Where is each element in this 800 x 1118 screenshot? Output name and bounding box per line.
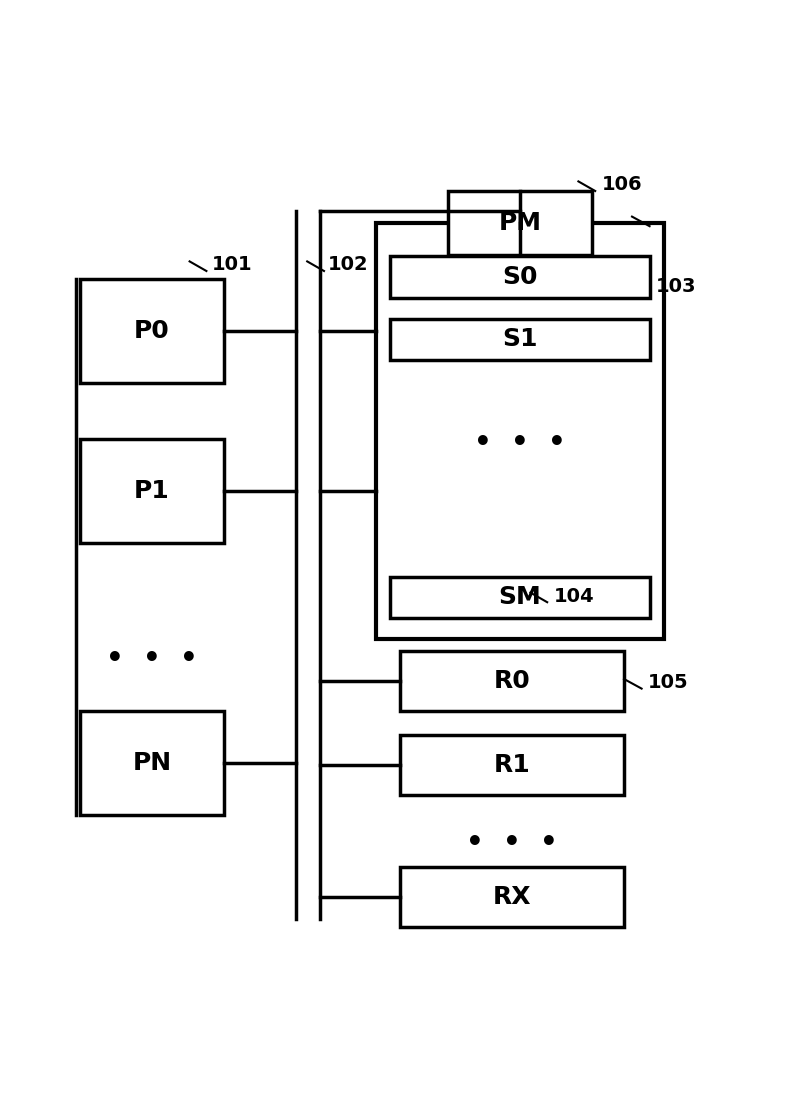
FancyBboxPatch shape [80,439,224,543]
Text: PN: PN [133,751,171,775]
Text: 104: 104 [554,587,594,606]
FancyBboxPatch shape [80,711,224,815]
FancyBboxPatch shape [390,256,650,297]
Text: P1: P1 [134,479,170,503]
Text: •  •  •: • • • [106,645,198,673]
Text: •  •  •: • • • [474,429,566,457]
Text: 101: 101 [212,255,253,274]
Text: P0: P0 [134,319,170,343]
FancyBboxPatch shape [448,191,592,255]
Text: 103: 103 [656,277,697,296]
FancyBboxPatch shape [390,577,650,618]
Text: 105: 105 [648,673,689,692]
FancyBboxPatch shape [400,651,624,711]
Text: SM: SM [498,586,542,609]
Text: S1: S1 [502,328,538,351]
Text: PM: PM [498,211,542,235]
Text: 102: 102 [328,255,369,274]
Text: R0: R0 [494,669,530,693]
Text: R1: R1 [494,754,530,777]
FancyBboxPatch shape [400,735,624,795]
Text: S0: S0 [502,265,538,290]
FancyBboxPatch shape [390,319,650,360]
Text: RX: RX [493,885,531,909]
FancyBboxPatch shape [400,866,624,927]
Text: 106: 106 [602,176,642,195]
FancyBboxPatch shape [80,280,224,383]
Text: •  •  •: • • • [466,830,558,858]
FancyBboxPatch shape [376,222,664,639]
